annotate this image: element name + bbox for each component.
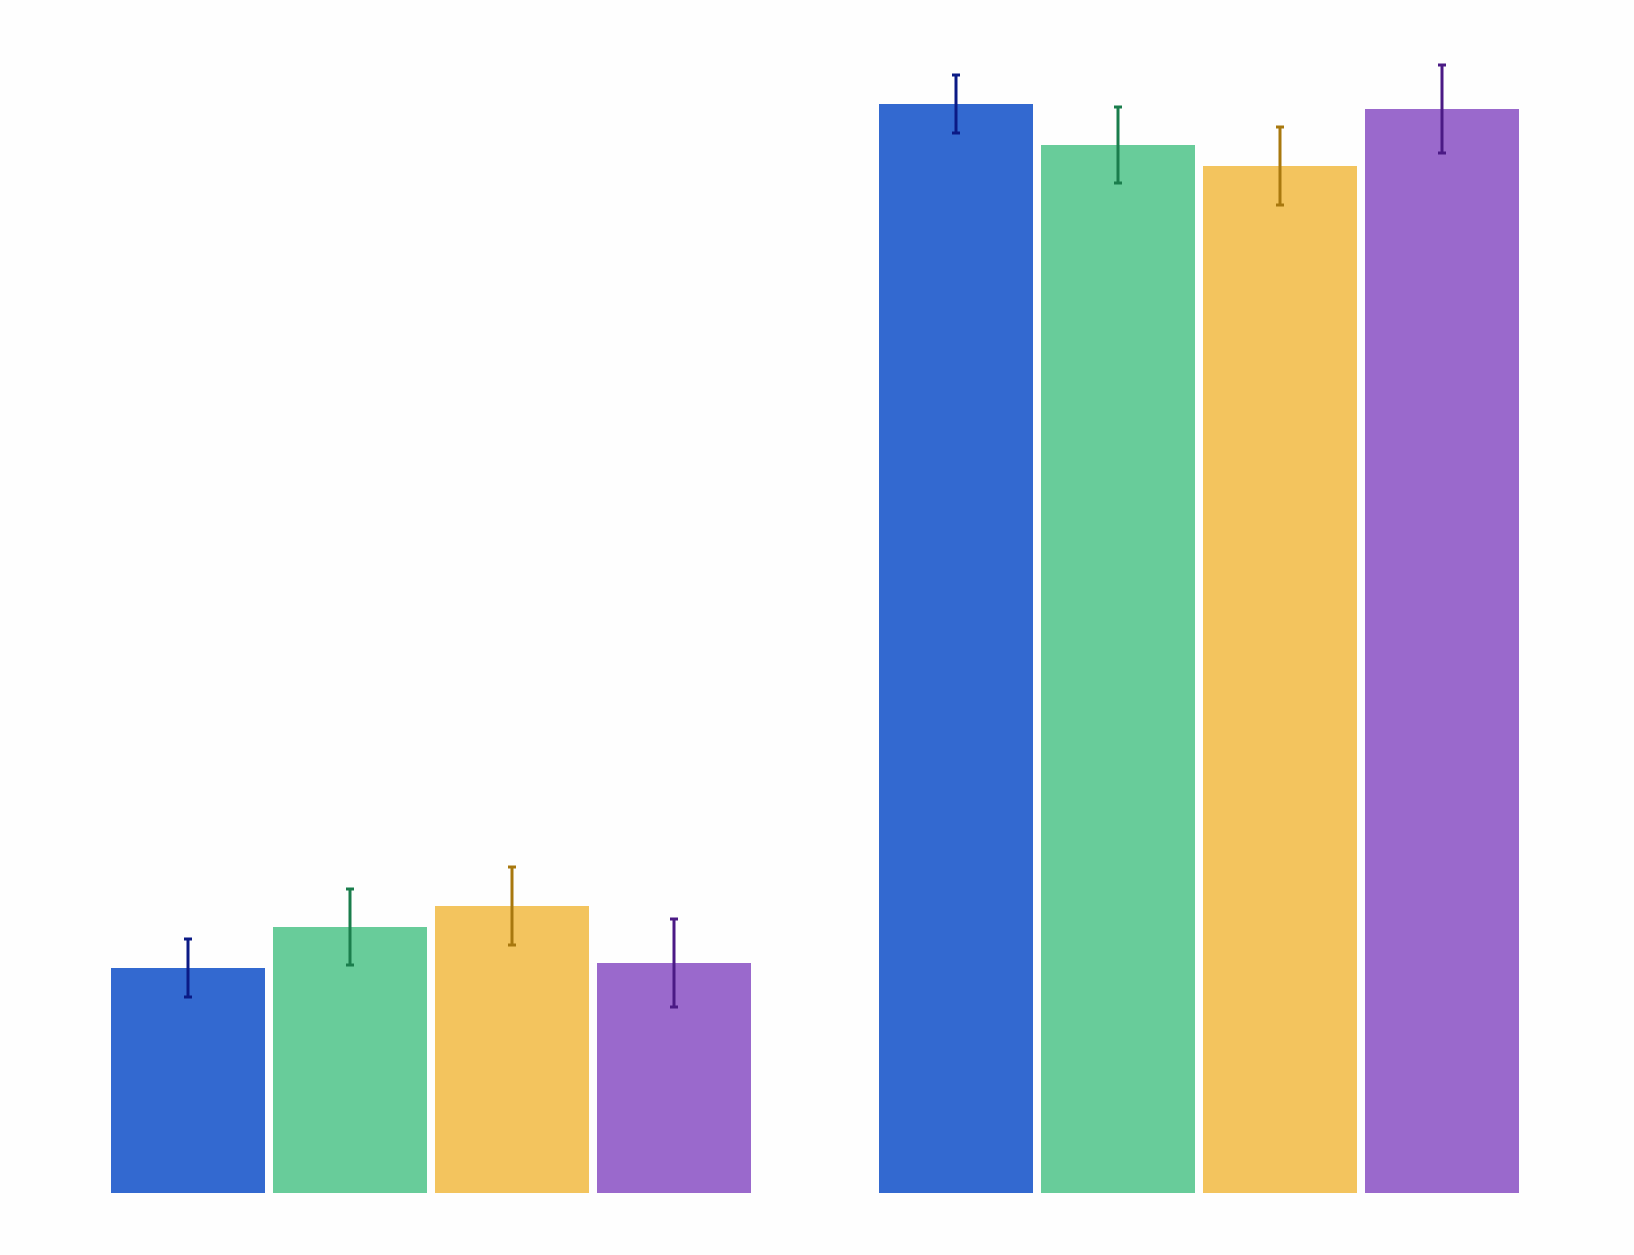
- bar: [111, 968, 265, 1193]
- error-bar: [952, 73, 960, 135]
- bar: [879, 104, 1033, 1193]
- error-bar: [508, 865, 516, 947]
- bar: [435, 906, 589, 1193]
- bar: [1365, 109, 1519, 1193]
- bar: [273, 927, 427, 1193]
- error-bar: [346, 887, 354, 967]
- bar: [1203, 166, 1357, 1193]
- error-bar: [184, 937, 192, 999]
- error-bar: [670, 917, 678, 1009]
- error-bar: [1114, 105, 1122, 185]
- error-bar: [1276, 125, 1284, 207]
- error-bar: [1438, 63, 1446, 155]
- bar: [1041, 145, 1195, 1193]
